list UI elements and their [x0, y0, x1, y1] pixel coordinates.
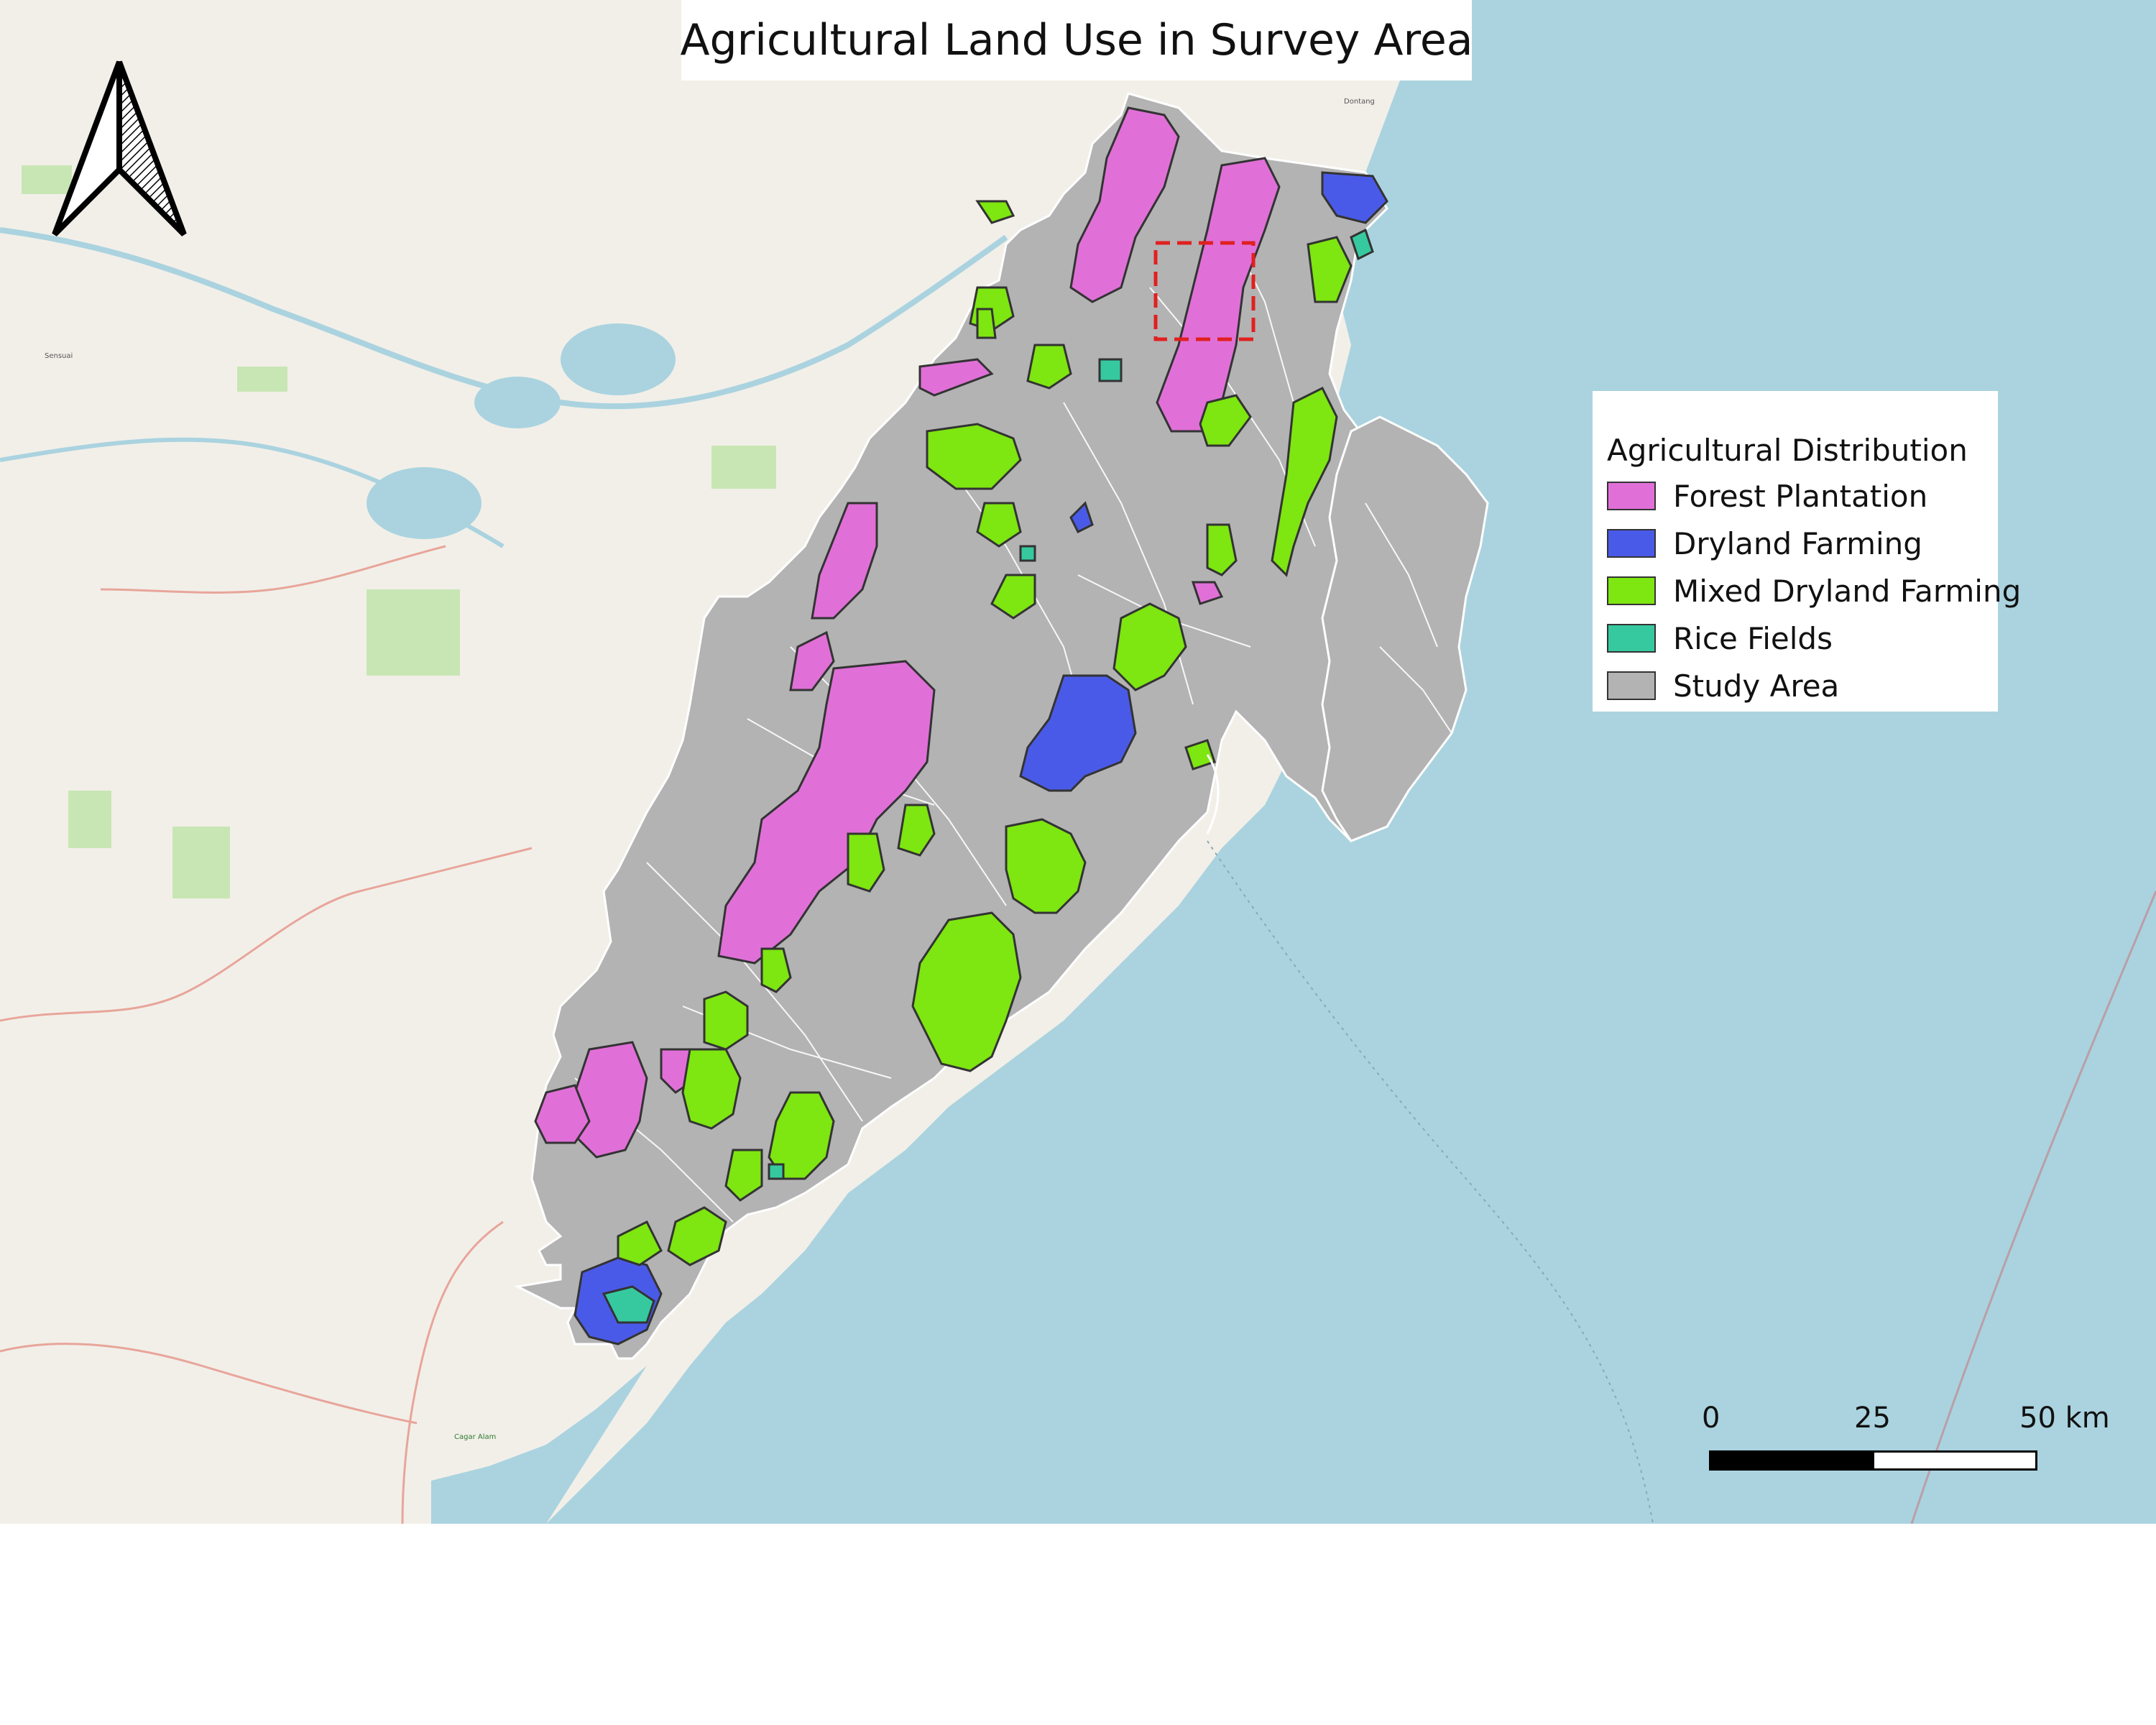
place-label-cagar-alam: Cagar Alam: [454, 1433, 497, 1441]
legend-title: Agricultural Distribution: [1607, 433, 1968, 468]
map-frame: Sensuai Dontang Cagar Alam: [0, 0, 2156, 1524]
scale-segment-black: [1709, 1450, 1874, 1471]
place-label-dontang: Dontang: [1344, 98, 1375, 106]
legend-swatch: [1607, 576, 1656, 605]
scale-label-50: 50 km: [2019, 1402, 2110, 1435]
sea-lower-left: [431, 1366, 647, 1524]
park-area: [711, 446, 776, 489]
park-area: [237, 367, 287, 392]
north-arrow-icon: [47, 55, 191, 249]
highlight-box: [1153, 241, 1256, 341]
legend-label: Study Area: [1673, 668, 1840, 704]
legend-label: Dryland Farming: [1673, 525, 1922, 561]
legend-item-dryland-farming: Dryland Farming: [1607, 525, 1922, 561]
legend: Agricultural Distribution Forest Plantat…: [1593, 391, 2021, 712]
legend-item-rice-fields: Rice Fields: [1607, 620, 1833, 656]
admin-boundary: [0, 1343, 418, 1425]
legend-label: Forest Plantation: [1673, 478, 1928, 514]
sea-route: [1910, 891, 2156, 1524]
lake: [474, 377, 561, 428]
park-area: [172, 827, 230, 898]
lake: [561, 323, 676, 395]
legend-swatch: [1607, 482, 1656, 510]
park-area: [68, 791, 111, 848]
forest-plantation-areas: [534, 106, 1281, 1159]
map-canvas: [0, 0, 2156, 1524]
legend-swatch: [1607, 529, 1656, 558]
admin-boundary: [401, 1220, 504, 1524]
park-area: [22, 165, 72, 194]
legend-item-study-area: Study Area: [1607, 668, 1840, 704]
scale-segment-white: [1872, 1450, 2037, 1471]
park-area: [367, 589, 460, 676]
place-label-sensuai: Sensuai: [45, 352, 73, 360]
scale-label-0: 0: [1702, 1402, 1720, 1435]
delta-area: [1321, 415, 1489, 842]
legend-item-forest-plantation: Forest Plantation: [1607, 478, 1928, 514]
legend-label: Rice Fields: [1673, 620, 1833, 656]
lake: [367, 467, 482, 539]
scale-label-25: 25: [1854, 1402, 1891, 1435]
sea-route: [1207, 840, 1654, 1524]
map-title: Agricultural Land Use in Survey Area: [680, 0, 1473, 80]
legend-swatch: [1607, 624, 1656, 653]
legend-item-mixed-dryland-farming: Mixed Dryland Farming: [1607, 573, 2022, 609]
legend-label: Mixed Dryland Farming: [1673, 573, 2022, 609]
admin-boundary: [0, 847, 533, 1022]
scale-bar: 0 25 50 km: [1696, 1402, 2113, 1481]
mixed-dryland-farming-areas: [617, 200, 1353, 1266]
legend-swatch: [1607, 671, 1656, 700]
admin-boundary: [100, 545, 446, 594]
rice-field-areas: [602, 228, 1374, 1324]
coastline: [1206, 754, 1220, 834]
